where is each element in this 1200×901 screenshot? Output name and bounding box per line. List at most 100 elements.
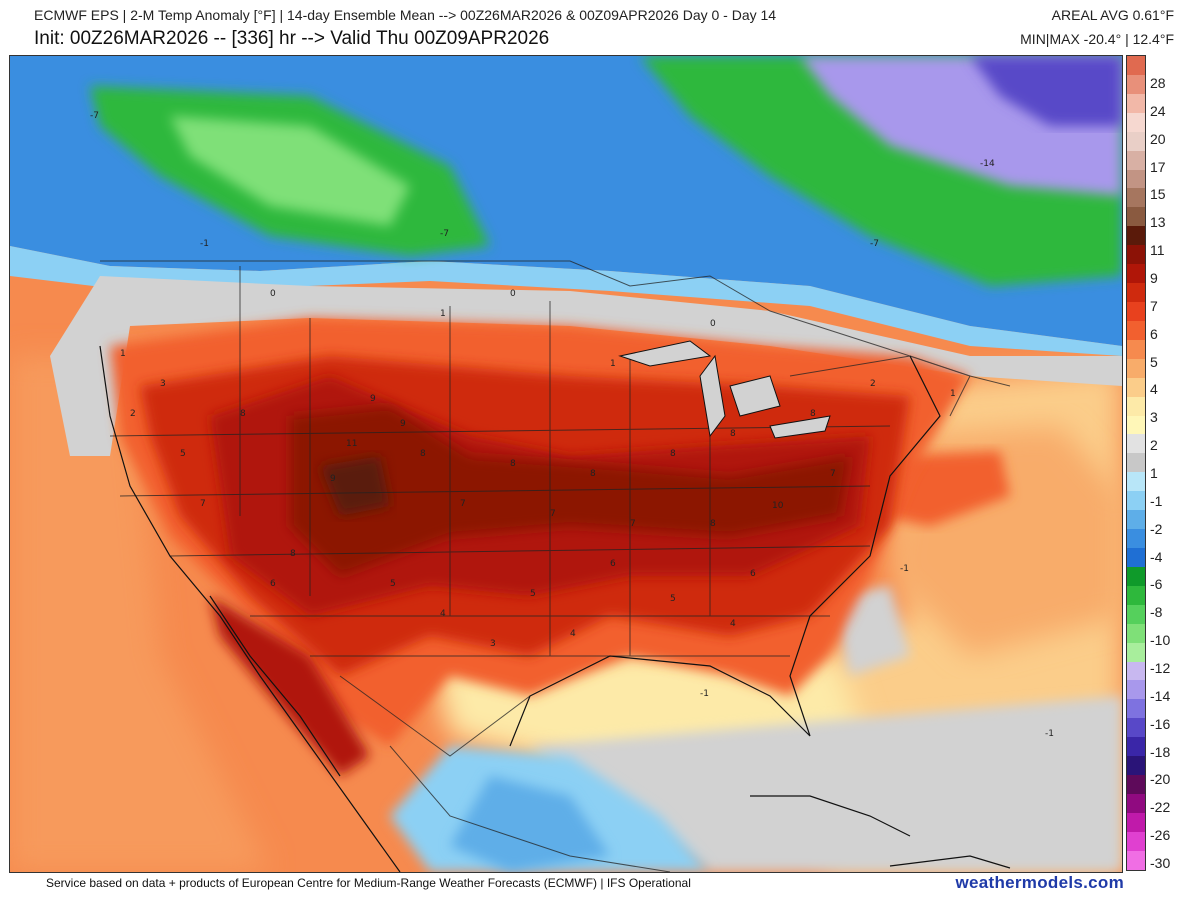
legend-label: 15 [1150, 186, 1166, 203]
value-label: 7 [200, 499, 206, 509]
legend-label: -30 [1150, 855, 1171, 871]
legend-swatch [1127, 718, 1145, 738]
legend-label: 28 [1150, 75, 1166, 91]
legend-swatch [1127, 226, 1145, 246]
legend-swatch [1127, 661, 1145, 681]
baja-hot [210, 596, 370, 776]
pacific-field [10, 356, 270, 872]
legend-swatch [1127, 339, 1145, 359]
legend-swatch [1127, 793, 1145, 813]
value-label: 8 [810, 409, 816, 419]
legend-swatch [1127, 301, 1145, 321]
legend-label: 2 [1150, 437, 1158, 454]
legend-swatch [1127, 472, 1145, 492]
cold-contour-labels: -7 -7 -7 -14 -1 -1 -1 -1 [90, 111, 1054, 739]
value-label: 1 [950, 389, 956, 399]
legend-label: 9 [1150, 270, 1158, 286]
legend-swatch [1127, 396, 1145, 416]
legend-label: 17 [1150, 158, 1166, 175]
central-america-cooler [450, 776, 610, 872]
value-label: 8 [710, 519, 716, 529]
legend-swatch [1127, 169, 1145, 189]
legend-label: 7 [1150, 297, 1158, 314]
value-label: 4 [440, 609, 446, 619]
value-label: 2 [870, 379, 876, 389]
legend-label: 3 [1150, 409, 1158, 426]
value-label: 5 [530, 589, 536, 599]
value-label: 8 [670, 449, 676, 459]
value-label: 0 [710, 319, 716, 329]
value-label: 8 [290, 549, 296, 559]
init-valid-time: Init: 00Z26MAR2026 -- [336] hr --> Valid… [34, 28, 550, 49]
legend-swatch [1127, 775, 1145, 794]
coastlines [99, 345, 1011, 872]
legend-swatch [1127, 377, 1145, 397]
data-credit: Service based on data + products of Euro… [46, 876, 691, 890]
legend-color-bar [1126, 55, 1146, 871]
value-label: 4 [570, 629, 576, 639]
value-label: 3 [490, 639, 496, 649]
legend-label: -10 [1150, 632, 1171, 649]
legend-swatch [1127, 604, 1145, 624]
legend-swatch [1127, 756, 1145, 776]
legend-label: 20 [1150, 130, 1166, 147]
value-label: 1 [610, 359, 616, 369]
footer: Service based on data + products of Euro… [0, 873, 1200, 899]
value-label: 0 [270, 289, 276, 299]
value-label: 7 [830, 469, 836, 479]
caribbean-neutral [530, 696, 1122, 872]
legend-label: 13 [1150, 214, 1166, 231]
legend-label: 1 [1150, 465, 1158, 481]
value-label: 5 [670, 594, 676, 604]
value-label: 0 [510, 289, 516, 299]
anomaly-map: -7 -7 -7 -14 -1 -1 -1 -1 11 10 9 9 9 8 8… [9, 55, 1123, 873]
value-label: 11 [346, 439, 357, 449]
value-label: 1 [440, 309, 446, 319]
contour-label: -7 [90, 111, 99, 121]
areal-average: AREAL AVG 0.61°F [1051, 7, 1174, 23]
map-title: ECMWF EPS | 2-M Temp Anomaly [°F] | 14-d… [34, 7, 777, 23]
value-label: 7 [550, 509, 556, 519]
legend-swatch [1127, 434, 1145, 454]
legend-label: -16 [1150, 715, 1171, 732]
labrador-deep-purple [970, 56, 1122, 126]
contour-label: -1 [700, 689, 709, 699]
value-label: 6 [750, 569, 756, 579]
value-label: 9 [330, 474, 336, 484]
value-label: 8 [240, 409, 246, 419]
legend-swatch [1127, 491, 1145, 511]
legend-swatch [1127, 510, 1145, 530]
legend-label: -2 [1150, 520, 1163, 537]
legend-label: -22 [1150, 799, 1171, 816]
color-legend: 28 24 20 17 15 13 11 9 7 6 5 4 3 2 1 -1 -2 -4 -6 -8 -10 -12 -1… [1126, 55, 1198, 871]
legend-swatch [1127, 566, 1145, 586]
legend-label: 4 [1150, 381, 1158, 398]
legend-swatch [1127, 112, 1145, 132]
western-canada-lightgreen [170, 116, 410, 226]
legend-swatch [1127, 642, 1145, 662]
legend-label: 11 [1150, 242, 1165, 259]
legend-swatch [1127, 264, 1145, 284]
min-max-readout: MIN|MAX -20.4° | 12.4°F [1020, 31, 1174, 47]
value-label: 7 [460, 499, 466, 509]
contour-label: -1 [200, 239, 209, 249]
legend-swatch [1127, 74, 1145, 94]
rockies-max-anomaly [320, 456, 390, 516]
header-line-1: ECMWF EPS | 2-M Temp Anomaly [°F] | 14-d… [0, 4, 1200, 28]
legend-swatch [1127, 529, 1145, 548]
value-label: 1 [120, 349, 126, 359]
legend-label: -1 [1150, 492, 1163, 509]
legend-swatch [1127, 415, 1145, 435]
value-label: 2 [130, 409, 136, 419]
legend-swatch [1127, 699, 1145, 719]
political-boundaries [100, 260, 1011, 872]
value-label: 8 [510, 459, 516, 469]
legend-swatch [1127, 453, 1145, 473]
value-label: 5 [180, 449, 186, 459]
contour-label: -1 [900, 564, 909, 574]
value-label: 4 [730, 619, 736, 629]
legend-swatch [1127, 56, 1145, 75]
brand-link[interactable]: weathermodels.com [955, 873, 1124, 892]
legend-label: -26 [1150, 827, 1171, 844]
legend-label: 6 [1150, 325, 1158, 342]
